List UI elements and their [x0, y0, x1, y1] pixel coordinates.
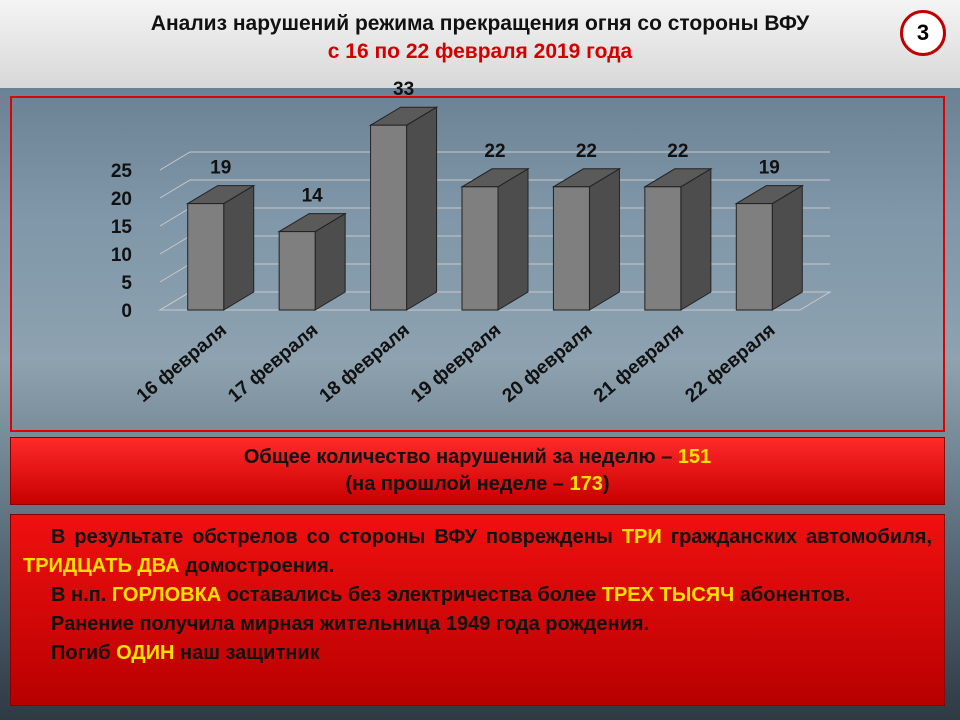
summary-text: ) [602, 473, 610, 495]
detail-text: Погиб [51, 642, 117, 664]
y-tick-label: 10 [111, 245, 132, 266]
title: Анализ нарушений режима прекращения огня… [60, 10, 900, 66]
highlight: ТРЕХ ТЫСЯЧ [601, 584, 735, 606]
y-tick-label: 0 [121, 301, 132, 322]
value-label: 19 [759, 158, 780, 179]
bar [370, 124, 408, 311]
x-tick-label: 21 февраля [590, 320, 688, 407]
bar [278, 231, 316, 311]
detail-text: В н.п. [51, 584, 112, 606]
bar [735, 203, 773, 311]
bar [552, 186, 590, 311]
bar-side [588, 167, 620, 311]
details: В результате обстрелов со стороны ВФУ по… [10, 514, 945, 706]
y-tick-label: 20 [111, 189, 132, 210]
detail-text: наш защитник [174, 642, 320, 664]
y-tick-label: 25 [111, 161, 133, 182]
bar-side [223, 184, 255, 311]
y-tick-label: 5 [121, 273, 132, 294]
bar [644, 186, 682, 311]
detail-text: гражданских автомобиля, [661, 526, 932, 548]
bar-side [680, 167, 712, 311]
detail-text: домостроения. [179, 555, 335, 577]
summary-text: Общее количество нарушений за неделю – [243, 446, 673, 468]
bar-side [497, 167, 529, 311]
week-total: 151 [677, 446, 712, 468]
value-label: 22 [484, 141, 505, 162]
detail-paragraph: Погиб ОДИН наш защитник [23, 639, 932, 668]
highlight: ОДИН [116, 642, 175, 664]
chart-frame [10, 96, 945, 432]
bar [187, 203, 225, 311]
detail-text: оставались без электричества более [221, 584, 602, 606]
summary: Общее количество нарушений за неделю – 1… [10, 437, 945, 505]
title-dates: с 16 по 22 февраля 2019 года [327, 40, 633, 63]
detail-paragraph: В н.п. ГОРЛОВКА оставались без электриче… [23, 581, 932, 610]
x-tick-label: 16 февраля [133, 320, 231, 407]
value-label: 22 [667, 141, 688, 162]
previous-total: 173 [569, 473, 603, 495]
bar [461, 186, 499, 311]
highlight: ТРИДЦАТЬ ДВА [23, 555, 180, 577]
highlight: ТРИ [621, 526, 662, 548]
bar-side [771, 184, 803, 311]
summary-text: (на прошлой неделе – [345, 473, 564, 495]
value-label: 14 [302, 186, 324, 207]
x-tick-label: 19 февраля [407, 320, 505, 407]
y-tick-label: 15 [111, 217, 133, 238]
x-tick-label: 18 февраля [316, 320, 414, 407]
bar-side [406, 106, 438, 311]
detail-text: Ранение получила мирная жительница 1949 … [51, 613, 650, 635]
value-label: 22 [576, 141, 597, 162]
x-tick-label: 17 февраля [224, 320, 322, 407]
detail-text: абонентов. [734, 584, 851, 606]
header-band: Анализ нарушений режима прекращения огня… [0, 0, 960, 88]
x-tick-label: 22 февраля [681, 320, 779, 407]
highlight: ГОРЛОВКА [111, 584, 222, 606]
detail-paragraph: В результате обстрелов со стороны ВФУ по… [23, 523, 932, 581]
title-main: Анализ нарушений режима прекращения огня… [150, 12, 810, 35]
detail-text: В результате обстрелов со стороны ВФУ по… [51, 526, 622, 548]
x-tick-label: 20 февраля [499, 320, 597, 407]
value-label: 19 [210, 158, 231, 179]
grid-line [159, 151, 830, 171]
slide-number: 3 [900, 10, 946, 56]
value-label: 33 [393, 79, 414, 100]
detail-paragraph: Ранение получила мирная жительница 1949 … [23, 610, 932, 639]
